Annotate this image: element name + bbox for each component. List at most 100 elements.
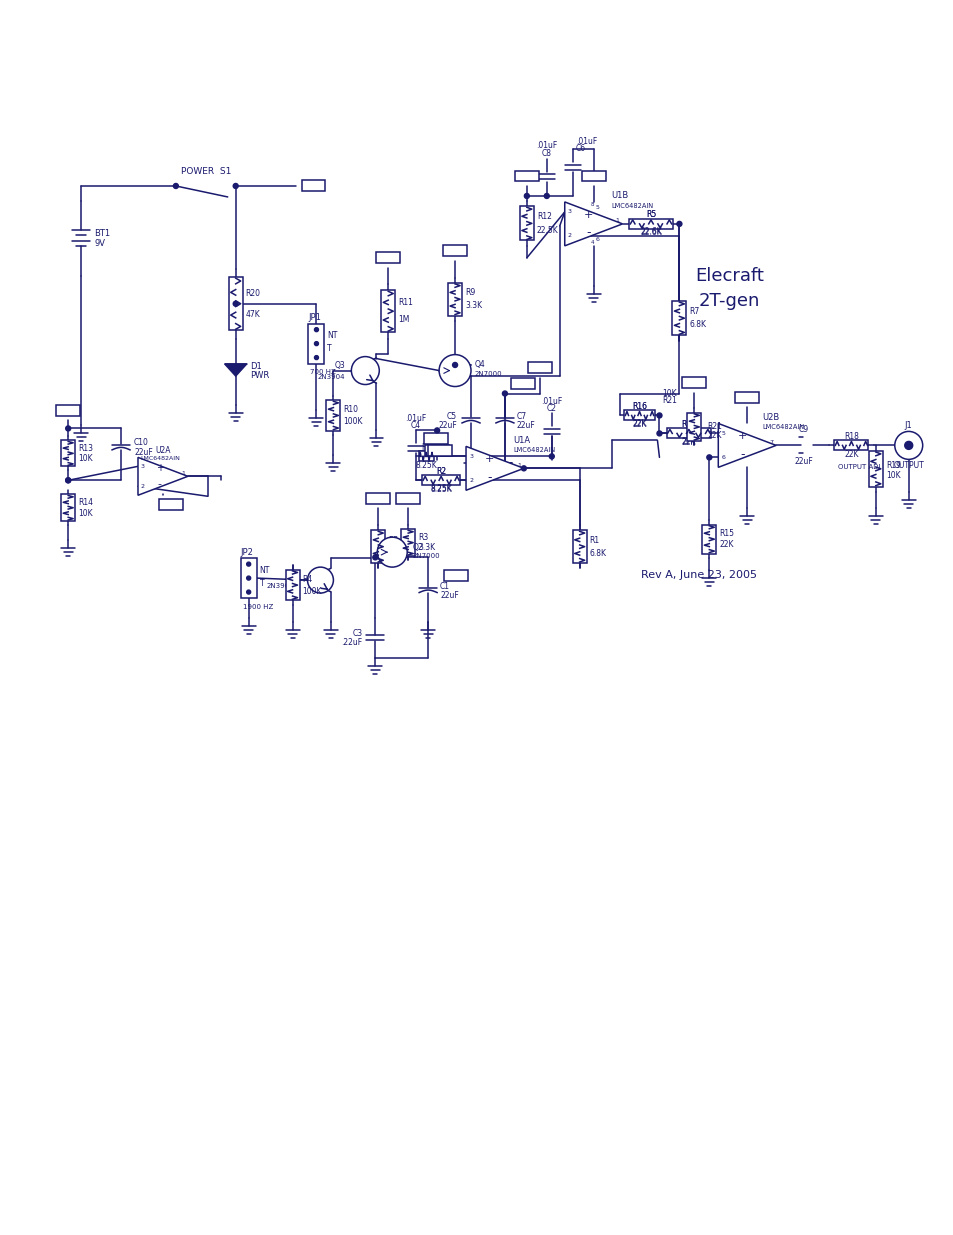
Text: 100K: 100K: [302, 587, 322, 595]
Text: 3.3K: 3.3K: [417, 543, 435, 552]
Circle shape: [173, 184, 178, 189]
Bar: [229, 277, 242, 330]
Bar: [581, 170, 605, 182]
Text: R6: R6: [420, 443, 431, 452]
Text: R20: R20: [246, 289, 260, 298]
Bar: [285, 569, 299, 600]
Text: 47K: 47K: [246, 310, 260, 319]
Bar: [308, 324, 324, 363]
Text: Elecraft: Elecraft: [694, 267, 763, 285]
Text: R11: R11: [397, 299, 413, 308]
Text: 3: 3: [469, 454, 473, 459]
Text: Q4: Q4: [475, 361, 485, 369]
Text: R3: R3: [417, 532, 428, 542]
Text: R10: R10: [343, 405, 358, 414]
Text: 22.5K: 22.5K: [537, 226, 558, 235]
Bar: [519, 206, 534, 241]
Text: 2N7000: 2N7000: [412, 553, 439, 559]
Bar: [629, 219, 672, 228]
Text: 22.6K: 22.6K: [639, 228, 661, 237]
Text: +: +: [737, 431, 746, 441]
Text: -: -: [586, 226, 590, 240]
Text: C1: C1: [439, 582, 450, 590]
Text: 22uF: 22uF: [133, 448, 152, 457]
Circle shape: [677, 221, 681, 226]
Bar: [401, 530, 415, 556]
Text: Rev A, June 23, 2005: Rev A, June 23, 2005: [640, 571, 757, 580]
Text: 2N3904: 2N3904: [266, 583, 294, 589]
Text: 22K: 22K: [680, 437, 696, 446]
Text: Vcc: Vcc: [448, 246, 461, 256]
Text: 10K: 10K: [78, 454, 92, 463]
Text: C8: C8: [541, 148, 551, 158]
Text: R7: R7: [689, 306, 699, 316]
Text: LMC6482AIN: LMC6482AIN: [611, 203, 653, 209]
Circle shape: [66, 478, 71, 483]
Text: 22uF: 22uF: [439, 590, 458, 599]
Text: 6: 6: [595, 237, 598, 242]
Bar: [623, 410, 654, 420]
Circle shape: [544, 194, 549, 199]
Circle shape: [657, 412, 661, 417]
Text: 8.25K: 8.25K: [430, 484, 452, 493]
Text: 10K: 10K: [885, 471, 900, 480]
Bar: [418, 451, 434, 462]
Circle shape: [435, 427, 439, 433]
Circle shape: [247, 562, 251, 566]
Bar: [366, 493, 390, 504]
Text: R2: R2: [436, 467, 446, 475]
Text: R18: R18: [843, 432, 858, 441]
Text: R5: R5: [388, 536, 398, 545]
Text: Vcc: Vcc: [586, 172, 599, 180]
Text: 2N3904: 2N3904: [317, 373, 345, 379]
Circle shape: [351, 357, 379, 384]
Text: 22uF: 22uF: [437, 421, 456, 430]
Text: OUTPUT ADJ: OUTPUT ADJ: [837, 464, 880, 471]
Bar: [381, 290, 395, 332]
Text: C3: C3: [352, 630, 362, 638]
Bar: [572, 530, 586, 563]
Text: JP1: JP1: [308, 314, 321, 322]
Text: R1: R1: [589, 536, 599, 545]
Text: Vcc: Vcc: [740, 393, 753, 403]
Circle shape: [314, 342, 318, 346]
Text: Vcc: Vcc: [307, 182, 320, 190]
Text: 5: 5: [595, 205, 598, 210]
Bar: [56, 405, 80, 416]
Polygon shape: [718, 424, 776, 467]
Text: NT: NT: [327, 331, 337, 340]
Text: R21: R21: [661, 396, 677, 405]
Text: Vcc/2: Vcc/2: [530, 364, 549, 370]
Text: .01uF: .01uF: [536, 141, 557, 149]
Bar: [442, 246, 467, 257]
Text: -: -: [487, 471, 492, 484]
Text: R17: R17: [680, 420, 696, 429]
Text: U2A: U2A: [155, 446, 171, 454]
Text: +: +: [583, 210, 593, 220]
Text: 22K: 22K: [632, 419, 646, 429]
Text: 3: 3: [567, 210, 571, 215]
Bar: [395, 493, 419, 504]
Text: C4: C4: [411, 421, 421, 430]
Text: Vcc/2: Vcc/2: [161, 501, 180, 508]
Text: J1: J1: [903, 421, 912, 430]
Text: OUTPUT: OUTPUT: [892, 461, 923, 469]
Text: 22K: 22K: [719, 541, 733, 550]
Bar: [444, 569, 468, 580]
Text: C7: C7: [517, 412, 526, 421]
Circle shape: [373, 555, 377, 559]
Text: LMC6482AIN: LMC6482AIN: [140, 456, 180, 461]
Text: 22uF: 22uF: [794, 457, 813, 466]
Circle shape: [903, 441, 912, 450]
Circle shape: [376, 537, 407, 567]
Text: U1B: U1B: [611, 191, 628, 200]
Text: 22K: 22K: [632, 420, 646, 429]
Text: BT1: BT1: [94, 228, 111, 238]
Bar: [448, 283, 461, 315]
Text: PWR: PWR: [250, 370, 269, 380]
Text: 6.8K: 6.8K: [589, 548, 606, 558]
Circle shape: [706, 454, 711, 459]
Polygon shape: [225, 364, 247, 375]
Text: C5: C5: [446, 412, 456, 421]
Text: T: T: [327, 345, 332, 353]
